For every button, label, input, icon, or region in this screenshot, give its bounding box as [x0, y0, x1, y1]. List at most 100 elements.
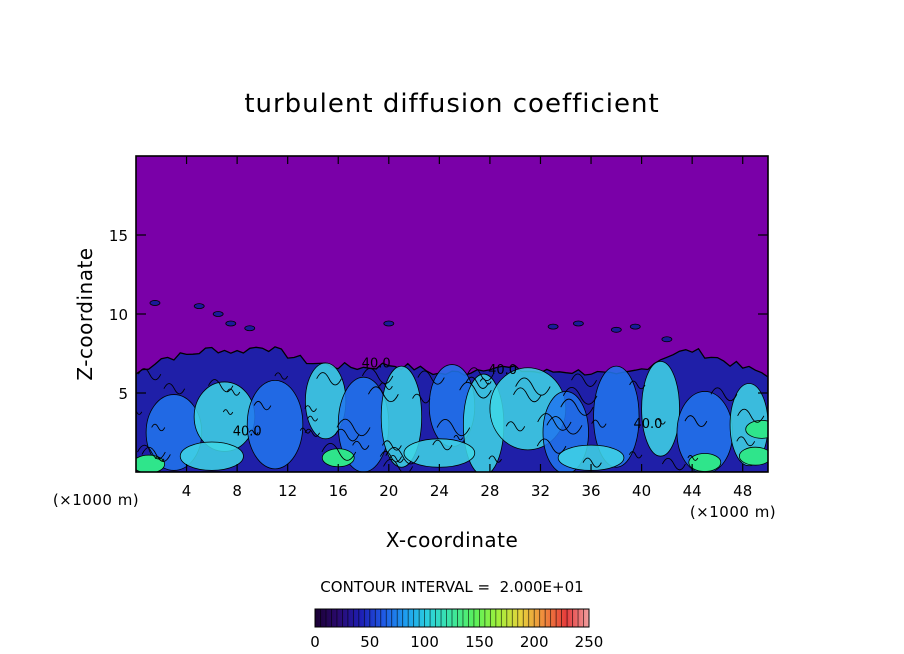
x-tick-label: 36 — [581, 482, 600, 500]
contour-line — [459, 381, 492, 399]
plume-cell — [380, 365, 423, 468]
contour-line — [274, 372, 289, 380]
colorbar-tick-label: 100 — [410, 633, 439, 651]
contour-line — [222, 409, 234, 415]
contour-line — [208, 379, 234, 393]
contour-line — [546, 416, 583, 435]
contour-line — [253, 400, 272, 411]
contour-line — [687, 455, 699, 461]
cloud-blob — [547, 323, 559, 330]
contour-line — [736, 436, 756, 447]
contour-line — [163, 383, 186, 395]
contour-line — [378, 382, 393, 390]
contour-line — [383, 458, 414, 472]
contour-line — [321, 443, 357, 461]
contour-line — [710, 387, 738, 402]
contour-line — [582, 457, 602, 468]
contour-line — [465, 376, 490, 389]
colorbar-tick-label: 0 — [310, 633, 320, 651]
cloud-blob — [383, 320, 395, 327]
x-tick-label: 40 — [632, 482, 651, 500]
contour-line — [307, 415, 318, 422]
x-unit-left: (×1000 m) — [53, 491, 139, 509]
plume-cell — [246, 379, 304, 470]
contour-line — [432, 439, 453, 451]
contour-line — [536, 438, 567, 454]
contour-line — [737, 408, 765, 423]
x-tick-label: 44 — [683, 482, 702, 500]
contour-line — [334, 428, 360, 442]
contour-line — [488, 455, 502, 463]
colorbar-tick-label: 150 — [465, 633, 494, 651]
turbulence-field — [136, 346, 768, 472]
contour-line — [654, 418, 666, 425]
cloud-blob — [225, 320, 237, 327]
contour-line — [368, 386, 399, 403]
contour-label: 40.0 — [362, 357, 391, 372]
cloud-blob — [149, 300, 161, 306]
contour-line — [515, 377, 551, 396]
contour-interval-label: CONTOUR INTERVAL = 2.000E+01 — [320, 578, 583, 596]
contour-line — [571, 373, 597, 387]
contour-line — [248, 429, 259, 436]
cloud-blob — [610, 326, 622, 333]
x-tick-label: 20 — [379, 482, 398, 500]
colorbar-frame — [314, 608, 590, 628]
contour-line — [513, 387, 542, 403]
plume-cell — [403, 438, 476, 468]
contour-line — [336, 418, 371, 437]
colorbar-tick-label: 250 — [575, 633, 604, 651]
x-tick-label: 8 — [232, 482, 242, 500]
contour-label: 40.0 — [233, 425, 262, 440]
contour-line — [304, 405, 317, 412]
contour-line — [661, 457, 686, 471]
contour-line — [138, 368, 162, 381]
contour-line — [479, 378, 492, 385]
contour-line — [591, 419, 607, 428]
contour-line — [151, 423, 166, 432]
plume-cell — [641, 360, 680, 457]
contour-line — [629, 380, 646, 390]
cloud-blob — [244, 325, 256, 332]
contour-line — [562, 386, 598, 405]
colorbar-tick-label: 200 — [520, 633, 549, 651]
plume-cell — [593, 365, 640, 468]
x-tick-labels: 4 8 12 16 20 24 28 32 36 40 44 48 — [182, 482, 752, 500]
contour-line — [154, 456, 165, 462]
x-tick-label: 16 — [329, 482, 348, 500]
contour-line — [560, 398, 594, 416]
x-tick-label: 12 — [278, 482, 297, 500]
cloud-blob — [193, 303, 205, 310]
contour-line — [412, 393, 431, 404]
cloud-blob — [629, 323, 641, 330]
contour-labels: 40.0 40.0 40.0 40.0 — [233, 357, 663, 440]
contour-label: 40.0 — [633, 417, 662, 432]
plume-cell — [179, 441, 244, 471]
colorbar-labels: 0 50 100 150 200 250 — [310, 633, 603, 651]
contour-line — [304, 428, 320, 437]
y-tick-label: 10 — [109, 306, 128, 324]
contour-line — [453, 434, 464, 441]
contour-line — [382, 440, 402, 451]
y-tick-label: 5 — [118, 385, 128, 403]
peak-cell — [688, 453, 722, 472]
axis-ticks — [136, 156, 768, 472]
contour-line — [417, 370, 445, 385]
contour-label: 40.0 — [488, 363, 517, 378]
contour-line — [352, 440, 370, 450]
y-tick-labels: 5 10 15 — [109, 227, 128, 403]
colorbar-ticks — [314, 609, 590, 627]
contour-line — [385, 446, 420, 465]
x-tick-label: 32 — [531, 482, 550, 500]
contour-line — [226, 388, 241, 396]
contour-line — [628, 451, 643, 459]
plot-area: 40.0 40.0 40.0 40.0 — [135, 155, 769, 473]
cloud-blob — [661, 336, 673, 343]
contour-line — [316, 372, 342, 386]
contour-lines — [136, 300, 765, 472]
y-axis-label: Z-coordinate — [73, 247, 97, 380]
colorbar: 0 50 100 150 200 250 — [310, 608, 603, 651]
x-tick-label: 48 — [733, 482, 752, 500]
x-tick-label: 4 — [182, 482, 192, 500]
